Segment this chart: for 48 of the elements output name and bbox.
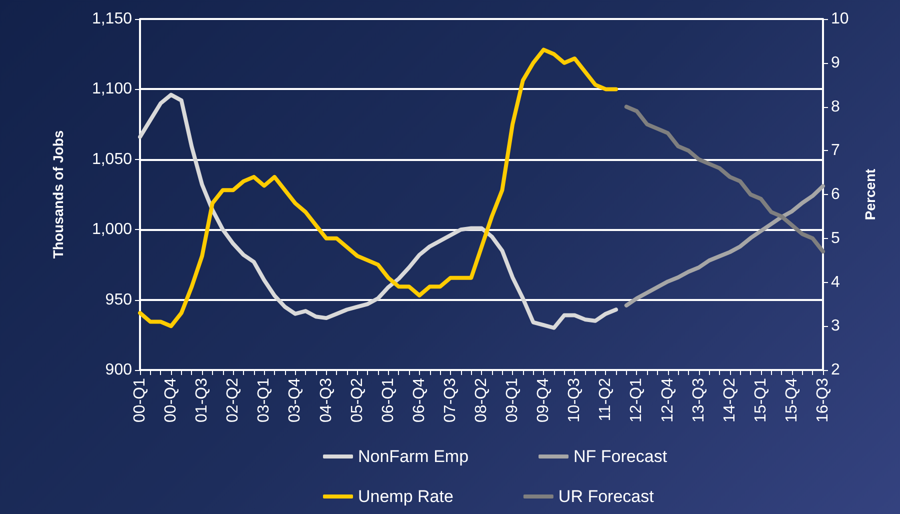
- x-tick-label: 09-Q1: [504, 378, 522, 422]
- line-series: [624, 184, 825, 308]
- x-tick-label: 07-Q3: [442, 378, 459, 422]
- x-tick-label: 09-Q4: [535, 378, 552, 422]
- x-tick-label: 10-Q3: [566, 378, 584, 422]
- y2-tick-label: 10: [831, 10, 849, 28]
- line-series: [624, 104, 825, 254]
- x-tick-label: 13-Q3: [690, 378, 708, 422]
- x-tick-label: 14-Q2: [721, 378, 738, 422]
- y-tick-label: 1,100: [92, 80, 132, 98]
- y-tick-label: 950: [105, 291, 132, 308]
- x-tick-label: 04-Q3: [318, 378, 335, 422]
- x-tick-label: 03-Q4: [286, 378, 304, 422]
- x-tick-label: 01-Q3: [194, 378, 211, 422]
- x-tick-label: 06-Q1: [380, 378, 397, 422]
- x-tick-label: 00-Q1: [132, 378, 148, 422]
- y-tick-label: 1,150: [92, 10, 132, 28]
- y2-axis-title: Percent: [862, 168, 878, 220]
- line-series: [138, 92, 618, 330]
- legend-label: NF Forecast: [574, 447, 668, 466]
- y-axis-title: Thousands of Jobs: [50, 130, 66, 259]
- x-tick-label: 00-Q4: [162, 378, 180, 422]
- legend-label: Unemp Rate: [358, 487, 454, 506]
- y2-tick-label: 6: [831, 186, 840, 203]
- y2-tick-label: 7: [831, 142, 840, 160]
- x-tick-label: 12-Q1: [628, 378, 646, 422]
- x-tick-label: 15-Q4: [783, 378, 800, 422]
- x-tick-label: 11-Q2: [597, 378, 614, 422]
- x-tick-label: 03-Q1: [256, 378, 273, 422]
- x-tick-label: 06-Q4: [410, 378, 428, 422]
- y2-tick-label: 2: [831, 362, 840, 378]
- y2-tick-label: 3: [831, 318, 840, 335]
- line-series: [138, 48, 618, 328]
- y-tick-label: 1,000: [92, 221, 132, 238]
- x-tick-label: 02-Q2: [224, 378, 242, 422]
- x-tick-label: 08-Q2: [473, 378, 490, 422]
- x-tick-label: 05-Q2: [348, 378, 366, 422]
- x-tick-label: 16-Q3: [814, 378, 832, 422]
- x-tick-label: 15-Q1: [752, 378, 770, 422]
- y-tick-label: 900: [105, 362, 132, 378]
- y-tick-label: 1,050: [92, 150, 132, 168]
- x-tick-label: 12-Q4: [659, 378, 676, 422]
- y2-tick-label: 4: [831, 274, 840, 291]
- legend-label: NonFarm Emp: [358, 447, 469, 466]
- y2-tick-label: 8: [831, 98, 840, 116]
- y2-tick-label: 9: [831, 54, 840, 72]
- y2-tick-label: 5: [831, 230, 840, 247]
- legend-label: UR Forecast: [558, 487, 654, 506]
